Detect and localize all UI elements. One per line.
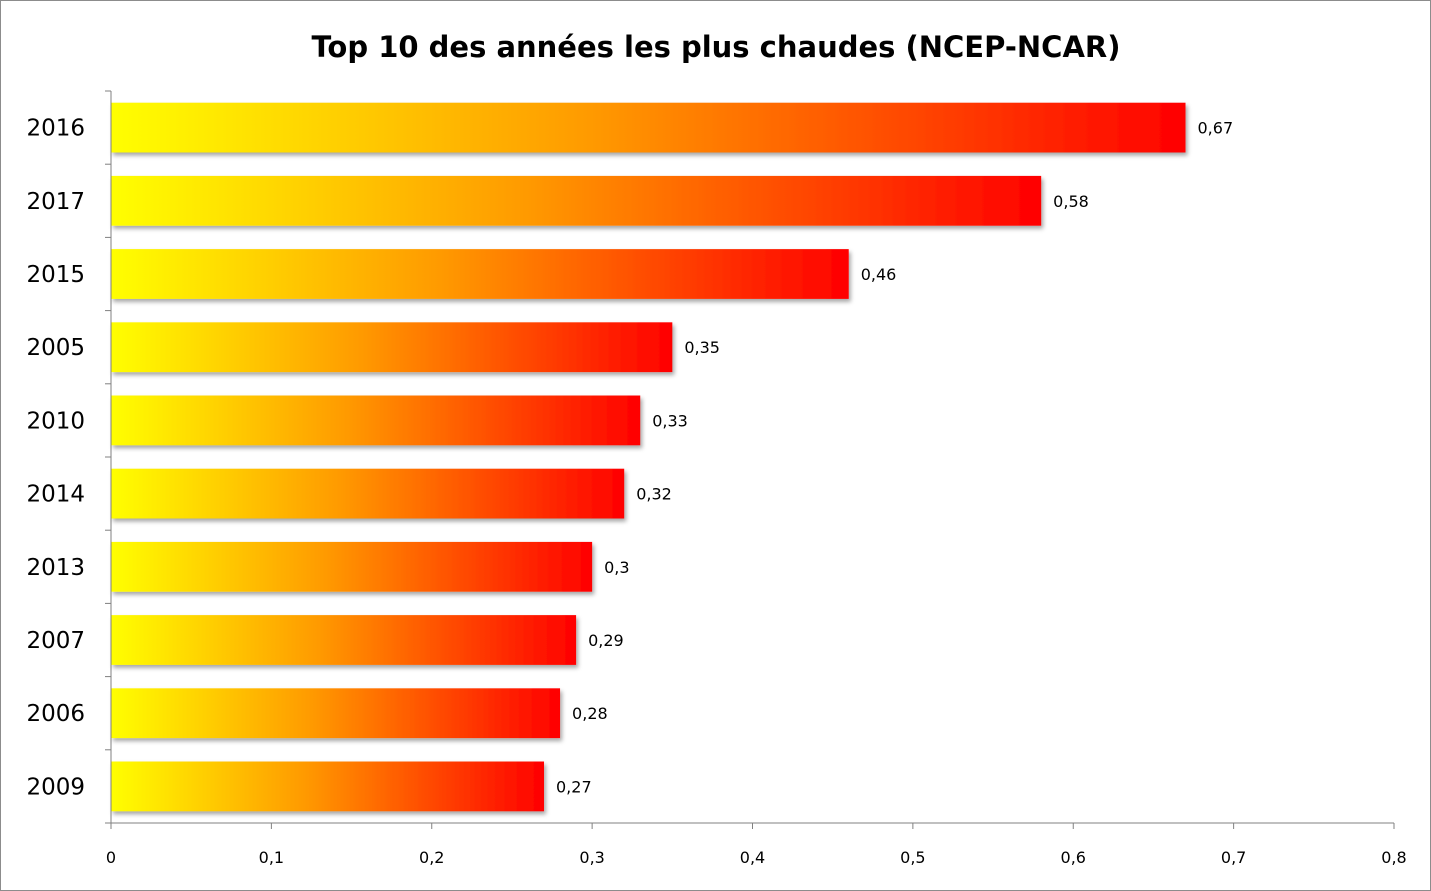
bar [111,249,849,299]
labels-layer: 2016 0,67 2017 0,58 2015 0,46 2005 0,35 2010 0,33… [26,116,1406,867]
data-label: 0,67 [1198,119,1234,138]
bar [111,541,593,592]
category-label: 2010 [26,408,85,434]
x-tick-label: 0,5 [900,848,925,867]
data-label: 0,27 [556,777,592,796]
bar [111,615,577,665]
category-label: 2013 [26,555,85,581]
category-label: 2005 [26,335,85,361]
data-label: 0,58 [1053,192,1089,211]
data-label: 0,32 [636,485,672,504]
data-label: 0,46 [861,265,897,284]
x-tick-label: 0,3 [579,848,604,867]
x-tick-label: 0,4 [740,848,765,867]
axes-layer [105,90,1395,829]
data-label: 0,3 [604,558,629,577]
category-label: 2006 [26,701,85,727]
data-label: 0,29 [588,631,624,650]
category-label: 2015 [26,262,85,288]
bar [111,102,1186,153]
data-label: 0,35 [684,338,720,357]
x-tick-label: 0,7 [1221,848,1246,867]
data-label: 0,33 [652,411,688,430]
category-label: 2009 [26,774,85,800]
category-label: 2014 [26,482,85,508]
x-tick-label: 0,8 [1381,848,1406,867]
bars-layer [111,102,1186,812]
bar [111,395,641,446]
chart-title: Top 10 des années les plus chaudes (NCEP… [312,30,1121,64]
bar [111,322,673,373]
x-tick-label: 0,1 [259,848,284,867]
category-label: 2016 [26,116,85,142]
data-label: 0,28 [572,704,608,723]
bar [111,175,1042,226]
category-label: 2017 [26,189,85,215]
category-label: 2007 [26,628,85,654]
x-tick-label: 0 [106,848,116,867]
x-tick-label: 0,2 [419,848,444,867]
bar [111,761,545,812]
x-tick-label: 0,6 [1061,848,1086,867]
bar [111,468,625,519]
bar [111,688,561,739]
